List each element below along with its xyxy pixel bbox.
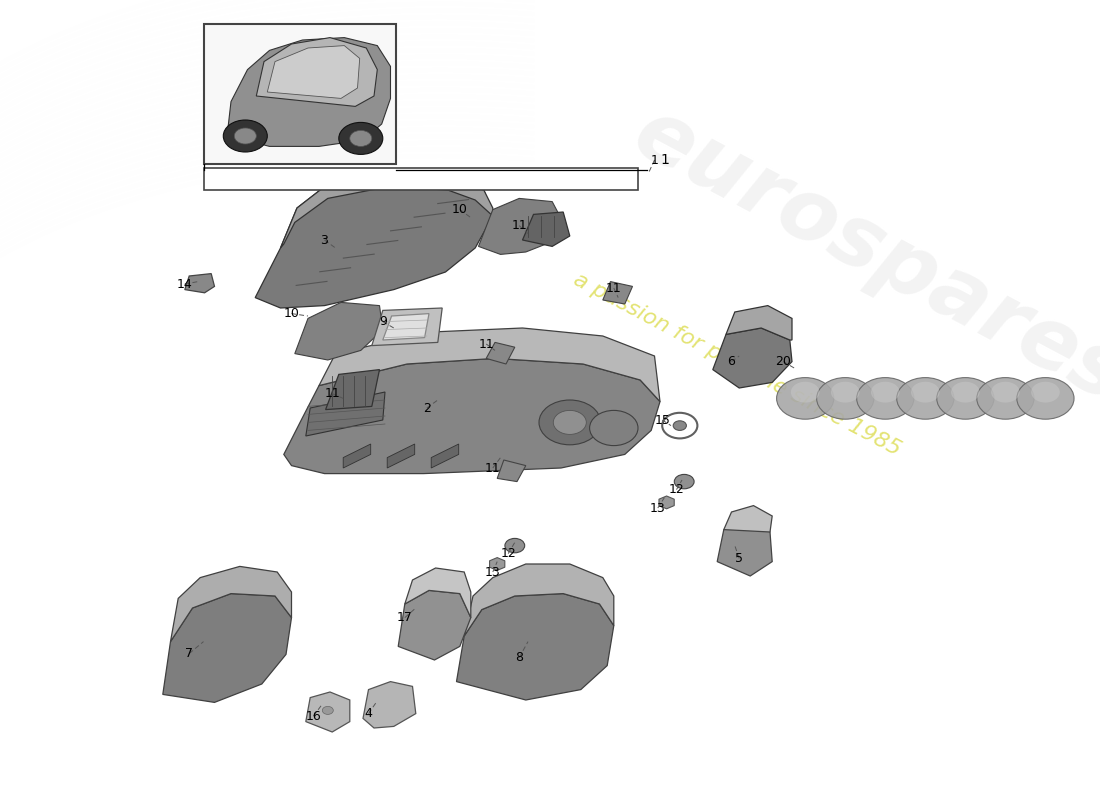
Circle shape <box>322 706 333 714</box>
Polygon shape <box>363 682 416 728</box>
Circle shape <box>223 120 267 152</box>
Polygon shape <box>326 370 379 410</box>
Circle shape <box>1031 382 1059 402</box>
Text: 17: 17 <box>397 611 412 624</box>
Text: 1: 1 <box>650 154 659 166</box>
Text: 11: 11 <box>324 387 340 400</box>
Polygon shape <box>724 506 772 532</box>
Polygon shape <box>387 444 415 468</box>
Circle shape <box>871 382 900 402</box>
Polygon shape <box>185 274 214 293</box>
Text: 12: 12 <box>669 483 684 496</box>
Polygon shape <box>343 444 371 468</box>
Text: 11: 11 <box>485 462 501 474</box>
Polygon shape <box>717 522 772 576</box>
Circle shape <box>816 378 873 419</box>
Polygon shape <box>486 342 515 364</box>
Circle shape <box>553 410 586 434</box>
Polygon shape <box>713 328 792 388</box>
Circle shape <box>590 410 638 446</box>
Text: 13: 13 <box>485 566 501 578</box>
Circle shape <box>674 474 694 489</box>
Text: 11: 11 <box>478 338 494 350</box>
Polygon shape <box>295 302 383 360</box>
Polygon shape <box>659 496 674 509</box>
Text: 12: 12 <box>500 547 516 560</box>
Polygon shape <box>280 170 493 248</box>
Text: 6: 6 <box>727 355 736 368</box>
Text: a passion for porsche since 1985: a passion for porsche since 1985 <box>570 269 904 459</box>
Circle shape <box>911 382 939 402</box>
Polygon shape <box>522 212 570 246</box>
Circle shape <box>673 421 686 430</box>
Text: 13: 13 <box>650 502 666 514</box>
Polygon shape <box>306 392 385 436</box>
Text: 10: 10 <box>452 203 468 216</box>
Polygon shape <box>256 38 377 106</box>
Circle shape <box>791 382 820 402</box>
Polygon shape <box>306 692 350 732</box>
Polygon shape <box>398 590 471 660</box>
Circle shape <box>777 378 834 419</box>
Circle shape <box>539 400 601 445</box>
Circle shape <box>857 378 914 419</box>
Polygon shape <box>228 38 390 146</box>
Text: 11: 11 <box>512 219 527 232</box>
Circle shape <box>1016 378 1074 419</box>
Text: eurospares: eurospares <box>620 91 1100 421</box>
Bar <box>204 24 396 164</box>
Circle shape <box>830 382 859 402</box>
Circle shape <box>339 122 383 154</box>
Polygon shape <box>255 170 493 308</box>
Polygon shape <box>267 46 360 98</box>
Text: 15: 15 <box>654 414 670 426</box>
Text: 11: 11 <box>606 282 621 294</box>
Text: 3: 3 <box>320 234 329 246</box>
Polygon shape <box>726 306 792 340</box>
Circle shape <box>350 130 372 146</box>
Text: 5: 5 <box>735 552 744 565</box>
Polygon shape <box>456 594 614 700</box>
Text: 1: 1 <box>660 153 669 167</box>
Polygon shape <box>431 444 459 468</box>
Circle shape <box>896 378 954 419</box>
Polygon shape <box>284 358 660 474</box>
Polygon shape <box>490 558 505 570</box>
Text: 14: 14 <box>177 278 192 290</box>
Circle shape <box>234 128 256 144</box>
Text: 9: 9 <box>378 315 387 328</box>
Polygon shape <box>319 328 660 402</box>
Polygon shape <box>603 282 632 304</box>
Polygon shape <box>405 568 471 618</box>
Polygon shape <box>497 460 526 482</box>
Text: 16: 16 <box>306 710 321 722</box>
Polygon shape <box>478 198 563 254</box>
Text: 7: 7 <box>185 647 194 660</box>
Circle shape <box>505 538 525 553</box>
Text: 4: 4 <box>364 707 373 720</box>
Polygon shape <box>464 564 614 636</box>
Circle shape <box>937 378 994 419</box>
Circle shape <box>991 382 1020 402</box>
Text: 2: 2 <box>422 402 431 414</box>
Circle shape <box>977 378 1034 419</box>
Polygon shape <box>170 566 292 642</box>
Polygon shape <box>163 594 292 702</box>
Text: 10: 10 <box>284 307 299 320</box>
Circle shape <box>952 382 980 402</box>
Polygon shape <box>372 308 442 346</box>
Text: 8: 8 <box>515 651 524 664</box>
Polygon shape <box>383 314 429 340</box>
Bar <box>204 168 638 190</box>
Text: 20: 20 <box>776 355 791 368</box>
